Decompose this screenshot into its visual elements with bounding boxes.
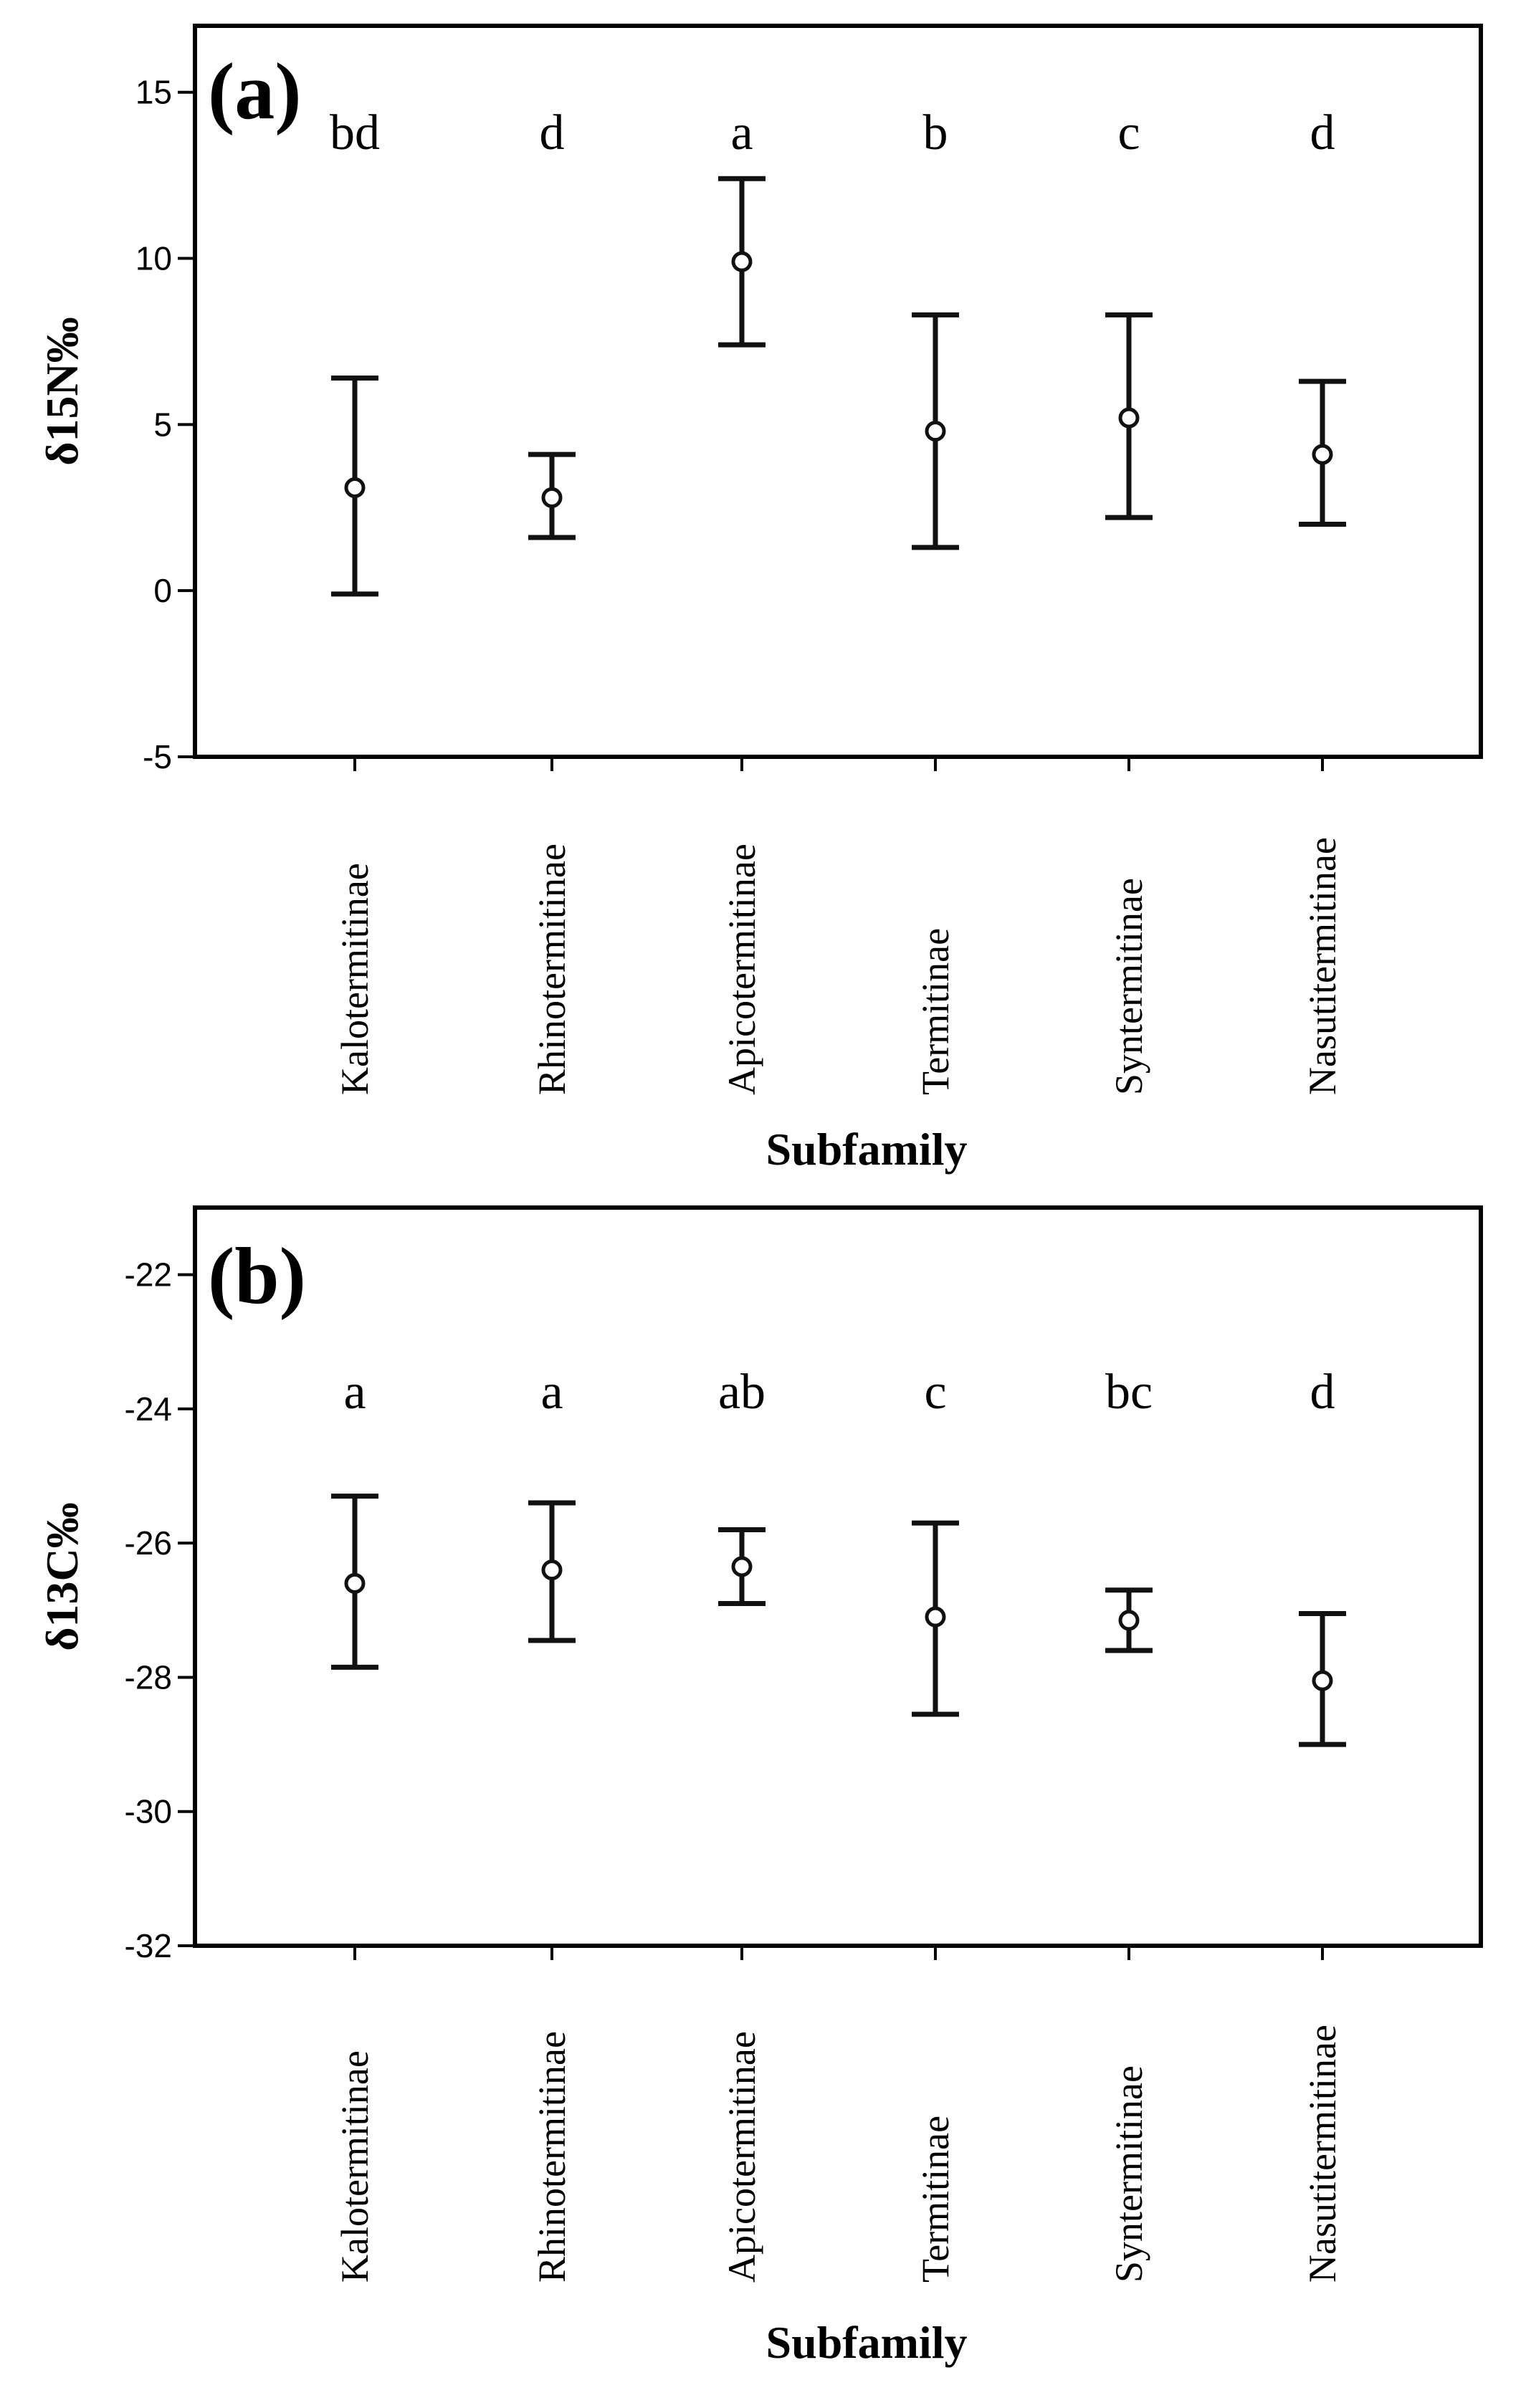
plot-frame xyxy=(193,1205,1483,1948)
category-label: Nasutitermitinae xyxy=(1301,837,1344,1095)
mean-point xyxy=(1312,1670,1333,1691)
mean-point xyxy=(1118,407,1140,429)
mean-point xyxy=(731,251,753,272)
y-tick-label: 10 xyxy=(135,240,172,277)
significance-label: a xyxy=(540,1365,563,1420)
y-tick-label: -32 xyxy=(125,1927,172,1964)
category-label: Kalotermitinae xyxy=(333,2050,376,2283)
mean-point xyxy=(731,1556,753,1577)
x-axis-title: Subfamily xyxy=(766,1124,968,1175)
y-tick-label: -24 xyxy=(125,1390,172,1428)
significance-label: d xyxy=(540,105,565,161)
mean-point xyxy=(1118,1610,1140,1631)
y-axis-title: δ15N‰ xyxy=(37,317,87,465)
significance-label: d xyxy=(1310,1365,1335,1420)
mean-point xyxy=(344,477,366,498)
y-tick-label: -5 xyxy=(143,738,172,775)
category-label: Kalotermitinae xyxy=(333,863,376,1095)
significance-label: c xyxy=(1117,105,1140,161)
category-label: Nasutitermitinae xyxy=(1301,2025,1344,2283)
mean-point xyxy=(925,1606,946,1628)
mean-point xyxy=(541,487,563,508)
y-tick-label: 0 xyxy=(153,572,172,609)
mean-point xyxy=(1312,444,1333,465)
panel-label: (a) xyxy=(208,47,302,136)
mean-point xyxy=(541,1559,563,1581)
panel-a: (a)-5051015δ15N‰KalotermitinaebdRhinoter… xyxy=(37,24,1483,1175)
y-tick-label: -30 xyxy=(125,1793,172,1830)
significance-label: c xyxy=(924,1365,946,1420)
mean-point xyxy=(344,1572,366,1594)
category-label: Rhinotermitinae xyxy=(530,2031,573,2283)
y-tick-label: -22 xyxy=(125,1256,172,1294)
panel-label: (b) xyxy=(208,1232,306,1321)
y-tick-label: -28 xyxy=(125,1658,172,1696)
category-label: Syntermitinae xyxy=(1107,878,1150,1095)
y-tick-label: -26 xyxy=(125,1524,172,1562)
significance-label: a xyxy=(730,105,753,161)
significance-label: b xyxy=(923,105,948,161)
y-tick-label: 5 xyxy=(153,406,172,443)
y-tick-label: 15 xyxy=(135,74,172,111)
significance-label: bc xyxy=(1105,1365,1153,1420)
category-label: Termitinae xyxy=(914,928,957,1095)
mean-point xyxy=(925,421,946,442)
category-label: Rhinotermitinae xyxy=(530,844,573,1095)
significance-label: ab xyxy=(718,1365,766,1420)
significance-label: bd xyxy=(330,105,380,161)
plot-frame xyxy=(193,24,1483,759)
significance-label: a xyxy=(343,1365,366,1420)
significance-label: d xyxy=(1310,105,1335,161)
category-label: Syntermitinae xyxy=(1107,2065,1150,2283)
category-label: Apicotermitinae xyxy=(720,2031,763,2283)
panel-b: (b) -32 -30 -28 -26 -24 -22 δ13C‰ Kalotermitinae… xyxy=(37,1205,1483,2368)
x-axis-title: Subfamily xyxy=(766,2317,968,2368)
category-label: Apicotermitinae xyxy=(720,844,763,1095)
y-axis-title: δ13C‰ xyxy=(37,1502,87,1650)
category-label: Termitinae xyxy=(914,2116,957,2283)
